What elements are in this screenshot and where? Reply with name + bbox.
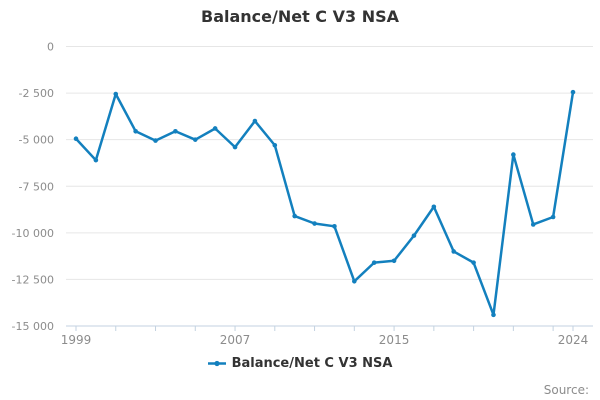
data-point-marker — [272, 142, 278, 148]
chart-legend: Balance/Net C V3 NSA — [0, 356, 600, 371]
chart-title: Balance/Net C V3 NSA — [201, 7, 399, 26]
data-point-marker — [173, 128, 178, 134]
y-axis-tick-label: -12 500 — [12, 273, 54, 286]
data-point-marker — [511, 152, 516, 157]
legend-label: Balance/Net C V3 NSA — [231, 356, 393, 371]
data-point-marker — [153, 138, 158, 143]
y-axis-tick-label: -2 500 — [19, 87, 54, 100]
legend-dot-icon — [213, 360, 220, 367]
data-point-marker — [431, 204, 437, 210]
y-axis-tick-label: -5 000 — [19, 134, 54, 147]
x-axis-tick-label: 2015 — [379, 333, 410, 347]
data-point-marker — [252, 118, 258, 124]
data-point-marker — [550, 214, 556, 220]
y-axis-tick-label: -15 000 — [12, 320, 54, 333]
data-point-marker — [73, 136, 79, 142]
data-point-marker — [332, 224, 337, 229]
data-point-marker — [371, 260, 377, 265]
data-point-marker — [113, 91, 119, 97]
source-label: Source: — [543, 383, 589, 397]
data-point-marker — [391, 258, 397, 264]
data-point-marker — [491, 312, 496, 318]
x-axis-tick-label: 2024 — [558, 333, 589, 347]
data-point-marker — [292, 213, 297, 219]
data-point-marker — [133, 128, 138, 134]
data-point-marker — [312, 221, 317, 226]
data-point-marker — [570, 89, 576, 95]
legend-item-series[interactable]: Balance/Net C V3 NSA — [207, 356, 393, 371]
y-axis-tick-label: -7 500 — [19, 180, 54, 193]
x-axis-tick-label: 1999 — [61, 333, 92, 347]
data-point-marker — [93, 157, 99, 163]
y-axis-tick-label: -10 000 — [12, 227, 54, 240]
legend-line-marker-icon — [207, 360, 226, 367]
data-point-marker — [232, 144, 238, 150]
series-line — [74, 90, 575, 317]
data-point-marker — [192, 137, 198, 142]
data-point-marker — [530, 222, 536, 227]
x-axis-tick-label: 2007 — [220, 333, 251, 347]
data-point-marker — [352, 278, 357, 284]
data-point-marker — [212, 126, 218, 131]
y-axis-tick-label: 0 — [47, 41, 54, 54]
data-point-marker — [451, 249, 457, 254]
data-point-marker — [411, 233, 417, 238]
data-point-marker — [471, 260, 476, 265]
